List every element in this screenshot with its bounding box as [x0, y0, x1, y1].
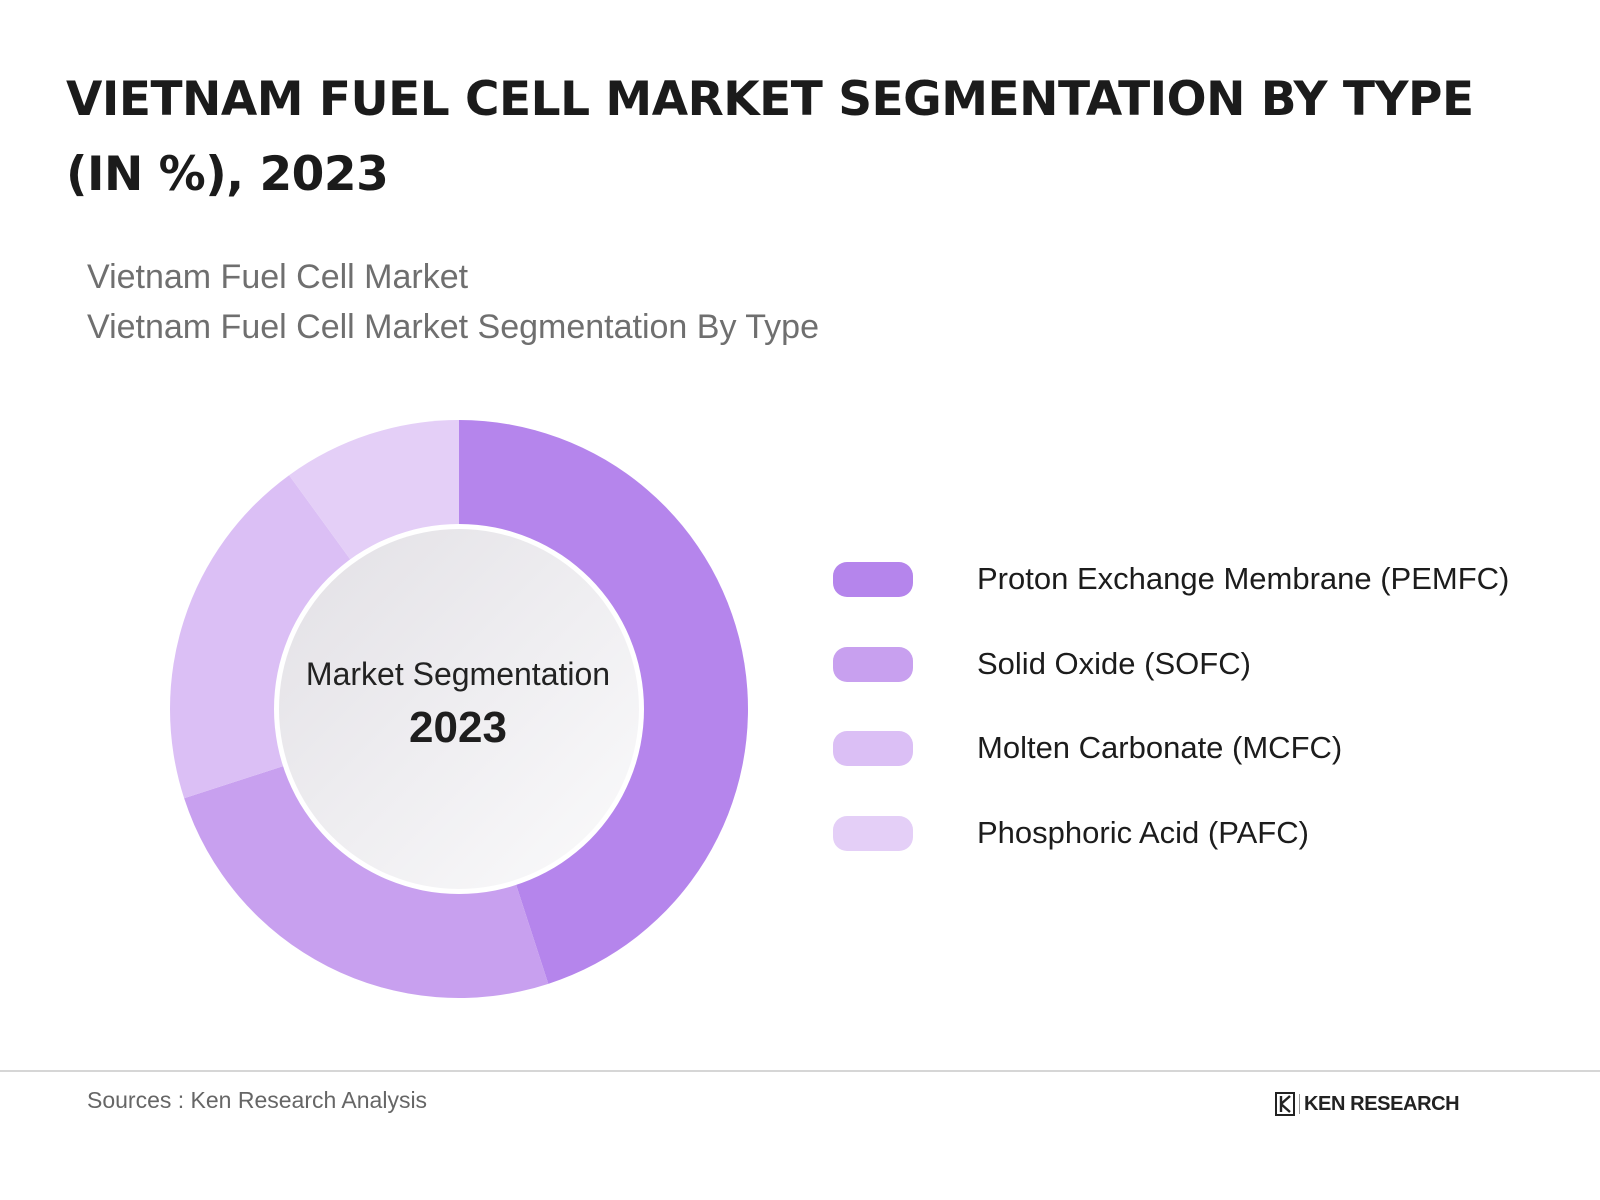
- page-title: VIETNAM FUEL CELL MARKET SEGMENTATION BY…: [66, 62, 1546, 212]
- center-year: 2023: [409, 702, 507, 752]
- donut-hole: [279, 529, 639, 889]
- legend-swatch: [833, 731, 913, 766]
- legend-label: Solid Oxide (SOFC): [977, 645, 1251, 681]
- title-line-1: VIETNAM FUEL CELL MARKET SEGMENTATION BY…: [66, 72, 1474, 127]
- subtitle-line-2: Vietnam Fuel Cell Market Segmentation By…: [87, 308, 819, 346]
- legend-label: Phosphoric Acid (PAFC): [977, 814, 1309, 850]
- center-text: Market Segmentation: [305, 655, 611, 692]
- legend-swatch: [833, 646, 913, 682]
- ken-research-logo-icon: [1275, 1092, 1295, 1116]
- chart-legend: Proton Exchange Membrane (PEMFC) Solid Ox…: [833, 556, 1573, 894]
- title-line-2: (IN %), 2023: [66, 147, 389, 202]
- legend-swatch: [833, 815, 913, 851]
- legend-label: Proton Exchange Membrane (PEMFC): [977, 561, 1510, 596]
- legend-item: Molten Carbonate (MCFC): [833, 725, 1573, 810]
- subtitle-line-1: Vietnam Fuel Cell Market: [87, 258, 469, 296]
- legend-item: Solid Oxide (SOFC): [833, 641, 1573, 726]
- brand-logo: KEN RESEARCH: [1275, 1090, 1460, 1118]
- legend-swatch: [833, 562, 913, 597]
- logo-text: KEN RESEARCH: [1299, 1094, 1460, 1114]
- legend-label: Molten Carbonate (MCFC): [977, 730, 1343, 765]
- donut-center-label: Market Segmentation 2023: [276, 526, 640, 890]
- footer-divider: [0, 1070, 1600, 1072]
- sources-note: Sources : Ken Research Analysis: [87, 1087, 428, 1113]
- legend-item: Proton Exchange Membrane (PEMFC): [833, 556, 1573, 641]
- subtitle: Vietnam Fuel Cell Market Vietnam Fuel Ce…: [87, 252, 819, 352]
- legend-item: Phosphoric Acid (PAFC): [833, 810, 1573, 895]
